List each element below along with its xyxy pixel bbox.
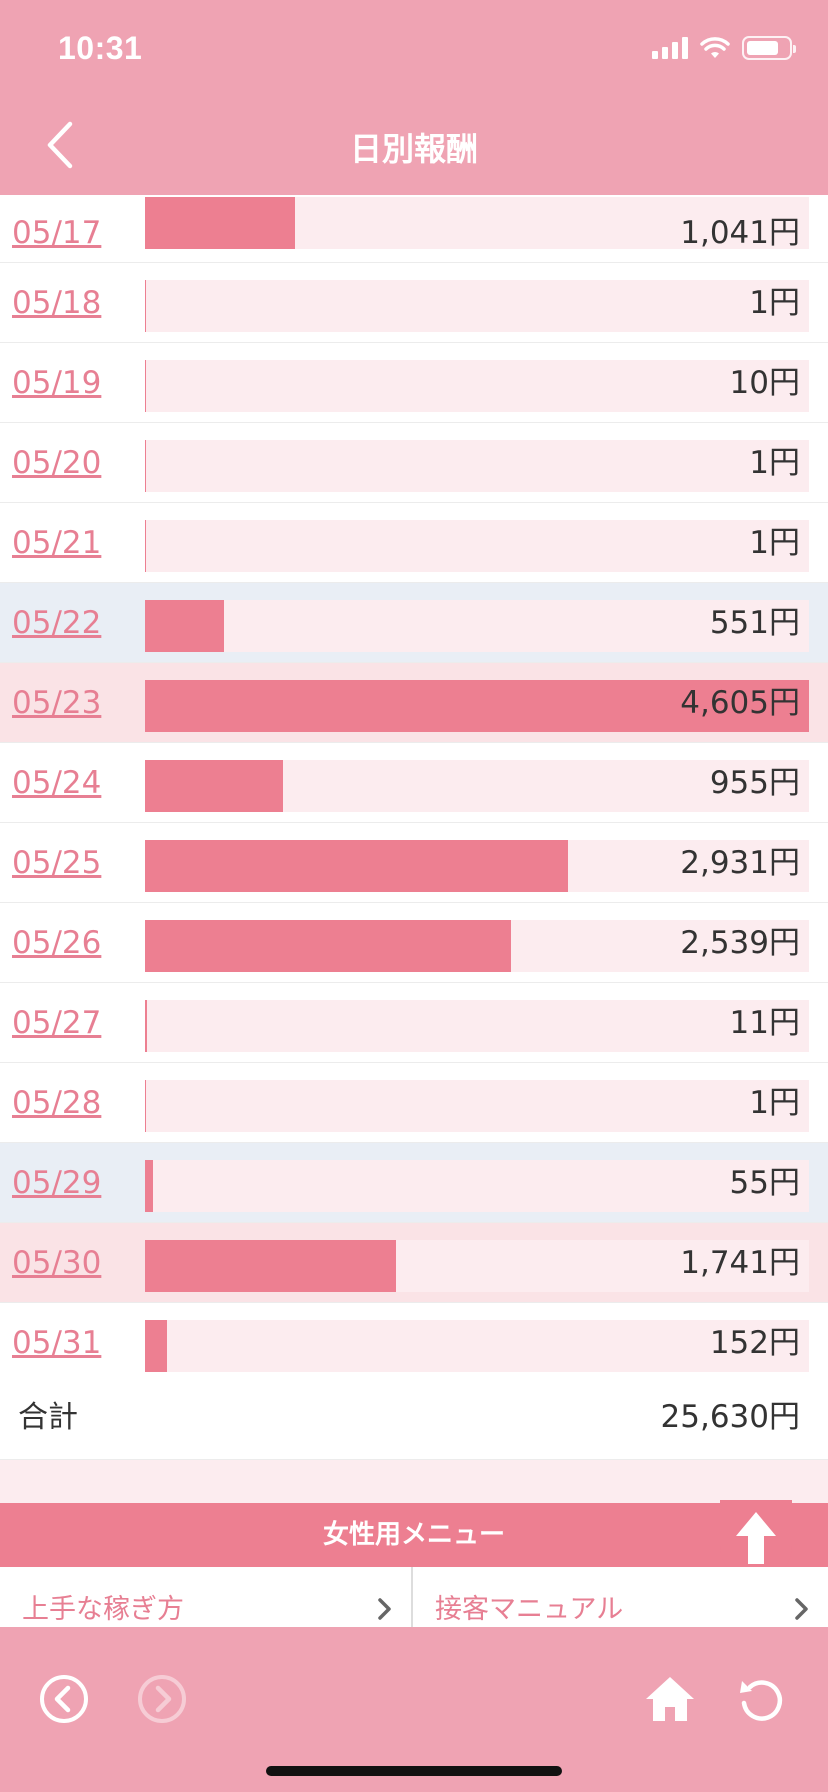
- status-icons: [652, 36, 796, 60]
- scroll-top-arrow-icon: [736, 1512, 776, 1564]
- browser-back-icon[interactable]: [38, 1673, 90, 1725]
- menu-link-earning-tips[interactable]: 上手な稼ぎ方: [0, 1567, 412, 1627]
- reward-bar: [145, 1000, 147, 1052]
- browser-forward-icon[interactable]: [136, 1673, 188, 1725]
- reward-bar: [145, 1320, 167, 1372]
- date-link[interactable]: 05/18: [12, 285, 102, 321]
- reload-icon[interactable]: [736, 1673, 788, 1725]
- reward-amount: 11円: [729, 1005, 800, 1041]
- daily-row: 05/28 1円: [0, 1063, 828, 1143]
- reward-amount: 551円: [709, 605, 800, 641]
- date-link[interactable]: 05/29: [12, 1165, 102, 1201]
- reward-bar: [145, 197, 296, 249]
- reward-amount: 1,041円: [680, 215, 800, 251]
- menu-link-service-manual[interactable]: 接客マニュアル: [412, 1567, 828, 1627]
- home-indicator: [266, 1766, 562, 1776]
- reward-amount: 1円: [749, 525, 800, 561]
- reward-amount: 1,741円: [680, 1245, 800, 1281]
- reward-amount: 10円: [729, 365, 800, 401]
- date-link[interactable]: 05/23: [12, 685, 102, 721]
- reward-amount: 1円: [749, 1085, 800, 1121]
- date-link[interactable]: 05/19: [12, 365, 102, 401]
- bar-track: [145, 1080, 809, 1132]
- date-link[interactable]: 05/22: [12, 605, 102, 641]
- daily-row: 05/20 1円: [0, 423, 828, 503]
- total-label: 合計: [18, 1400, 78, 1435]
- bar-track: [145, 680, 809, 732]
- bar-track: [145, 520, 809, 572]
- daily-row: 05/27 11円: [0, 983, 828, 1063]
- reward-bar: [145, 840, 568, 892]
- reward-bar: [145, 600, 225, 652]
- date-link[interactable]: 05/17: [12, 215, 102, 251]
- reward-bar: [145, 1240, 397, 1292]
- date-link[interactable]: 05/21: [12, 525, 102, 561]
- reward-bar: [145, 920, 512, 972]
- bottom-toolbar: [0, 1627, 828, 1792]
- battery-icon: [742, 36, 796, 60]
- bar-track: [145, 840, 809, 892]
- menu-link-label: 上手な稼ぎ方: [22, 1594, 184, 1625]
- daily-row: 05/21 1円: [0, 503, 828, 583]
- reward-amount: 152円: [709, 1325, 800, 1361]
- bar-track: [145, 1160, 809, 1212]
- daily-row: 05/24 955円: [0, 743, 828, 823]
- reward-amount: 55円: [729, 1165, 800, 1201]
- bar-track: [145, 1320, 809, 1372]
- date-link[interactable]: 05/27: [12, 1005, 102, 1041]
- menu-link-label: 接客マニュアル: [435, 1594, 624, 1625]
- daily-row: 05/29 55円: [0, 1143, 828, 1223]
- chevron-right-icon: [795, 1598, 808, 1620]
- date-link[interactable]: 05/20: [12, 445, 102, 481]
- reward-bar: [145, 360, 147, 412]
- daily-row: 05/26 2,539円: [0, 903, 828, 983]
- reward-amount: 955円: [709, 765, 800, 801]
- reward-bar: [145, 680, 809, 732]
- chevron-right-icon: [378, 1598, 391, 1620]
- women-menu-header: 女性用メニュー: [0, 1503, 828, 1567]
- daily-row: 05/17 1,041円: [0, 195, 828, 263]
- reward-bar: [145, 760, 283, 812]
- reward-amount: 2,539円: [680, 925, 800, 961]
- daily-row: 05/30 1,741円: [0, 1223, 828, 1303]
- bar-track: [145, 920, 809, 972]
- daily-row: 05/31 152円: [0, 1303, 828, 1383]
- daily-row: 05/22 551円: [0, 583, 828, 663]
- bar-track: [145, 440, 809, 492]
- home-icon[interactable]: [642, 1673, 698, 1725]
- daily-row: 05/19 10円: [0, 343, 828, 423]
- status-time: 10:31: [58, 30, 143, 66]
- date-link[interactable]: 05/26: [12, 925, 102, 961]
- daily-row: 05/23 4,605円: [0, 663, 828, 743]
- reward-amount: 1円: [749, 445, 800, 481]
- menu-links: 上手な稼ぎ方 接客マニュアル: [0, 1567, 828, 1627]
- spacer: [0, 1460, 828, 1503]
- date-link[interactable]: 05/25: [12, 845, 102, 881]
- wifi-icon: [700, 37, 730, 58]
- reward-bar: [145, 1160, 153, 1212]
- bar-track: [145, 1240, 809, 1292]
- bar-track: [145, 197, 809, 249]
- date-link[interactable]: 05/28: [12, 1085, 102, 1121]
- daily-row: 05/25 2,931円: [0, 823, 828, 903]
- total-row: 合計 25,630円: [0, 1375, 828, 1460]
- daily-reward-list: 05/17 1,041円 05/18 1円 05/19 10円 05/20 1円 05/21 1円…: [0, 195, 828, 1383]
- page-title: 日別報酬: [349, 130, 478, 168]
- top-bar: 10:31 日別報酬: [0, 0, 828, 195]
- date-link[interactable]: 05/24: [12, 765, 102, 801]
- reward-amount: 4,605円: [680, 685, 800, 721]
- back-chevron-icon[interactable]: [42, 120, 78, 170]
- reward-amount: 2,931円: [680, 845, 800, 881]
- bar-track: [145, 600, 809, 652]
- date-link[interactable]: 05/30: [12, 1245, 102, 1281]
- bar-track: [145, 280, 809, 332]
- bar-track: [145, 1000, 809, 1052]
- daily-row: 05/18 1円: [0, 263, 828, 343]
- date-link[interactable]: 05/31: [12, 1325, 102, 1361]
- bar-track: [145, 360, 809, 412]
- total-value: 25,630円: [660, 1399, 800, 1435]
- reward-amount: 1円: [749, 285, 800, 321]
- cellular-signal-icon: [652, 37, 688, 59]
- bar-track: [145, 760, 809, 812]
